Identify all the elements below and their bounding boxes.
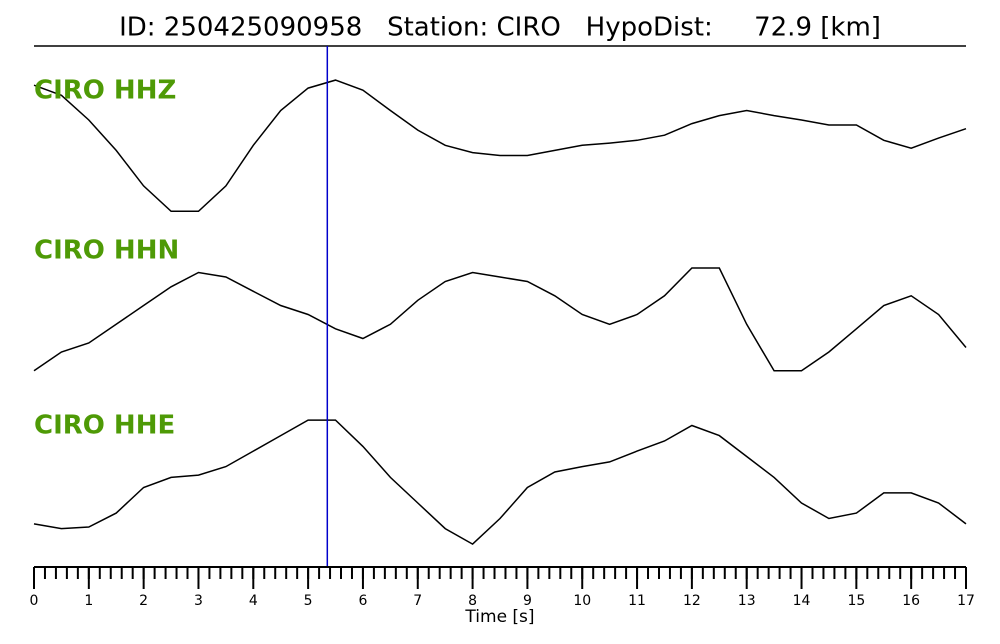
x-tick-label: 13 (738, 593, 756, 609)
x-tick-label: 0 (30, 593, 39, 609)
x-tick-label: 12 (683, 593, 701, 609)
x-tick-label: 14 (793, 593, 811, 609)
x-tick-label: 8 (468, 593, 477, 609)
x-tick-label: 7 (413, 593, 422, 609)
x-tick-label: 10 (573, 593, 591, 609)
x-tick-label: 11 (628, 593, 646, 609)
trace (33, 267, 967, 372)
x-tick-label: 16 (902, 593, 920, 609)
x-tick-label: 6 (358, 593, 367, 609)
x-tick-label: 15 (847, 593, 865, 609)
x-tick-label: 4 (249, 593, 258, 609)
trace (33, 419, 967, 546)
trace-label: CIRO HHN (34, 236, 179, 266)
trace-label: CIRO HHE (34, 411, 175, 441)
x-tick-label: 5 (304, 593, 313, 609)
x-axis-label: Time [s] (464, 607, 534, 627)
x-tick-label: 3 (194, 593, 203, 609)
x-tick-label: 9 (523, 593, 532, 609)
x-tick-label: 17 (957, 593, 975, 609)
x-tick-label: 1 (84, 593, 93, 609)
x-tick-label: 2 (139, 593, 148, 609)
trace (33, 79, 967, 213)
trace-label: CIRO HHZ (34, 76, 176, 106)
chart-title: ID: 250425090958 Station: CIRO HypoDist:… (119, 13, 881, 43)
